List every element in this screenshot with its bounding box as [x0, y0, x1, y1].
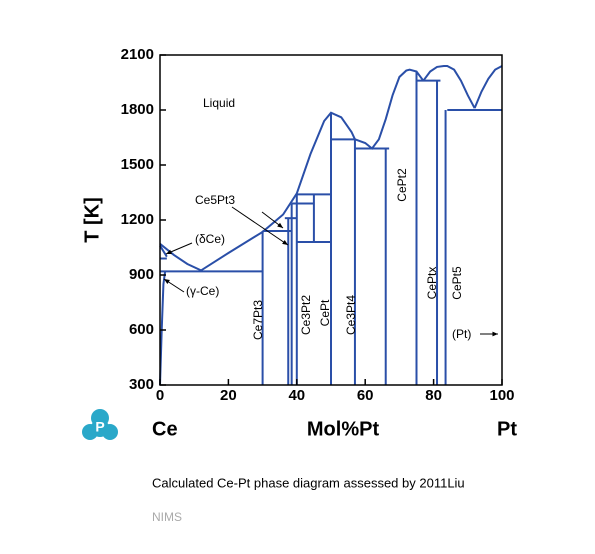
x-axis-label: Mol%Pt	[307, 418, 380, 440]
right-element: Pt	[497, 418, 517, 440]
y-tick-label: 1800	[121, 101, 154, 118]
arrow-head	[492, 331, 498, 337]
annotation: Ce7Pt3	[251, 300, 265, 340]
annotation: CePt5	[450, 266, 464, 300]
y-tick-label: 600	[129, 321, 154, 338]
annotation: Liquid	[203, 96, 235, 110]
annotation: (Pt)	[452, 327, 471, 341]
x-tick-label: 100	[489, 387, 514, 404]
phase-boundary	[473, 65, 503, 109]
phase-boundary	[159, 245, 168, 258]
left-element: Ce	[152, 418, 178, 440]
phase-boundary	[159, 111, 356, 272]
arrow	[231, 206, 289, 246]
x-tick-label: 20	[220, 387, 237, 404]
phase-boundary	[422, 65, 476, 109]
arrow-head	[164, 279, 170, 284]
logo: P	[82, 409, 118, 440]
y-axis-label: T [K]	[81, 197, 103, 243]
arrow-head	[166, 249, 172, 254]
x-tick-label: 0	[156, 387, 164, 404]
y-tick-label: 1200	[121, 211, 154, 228]
x-tick-label: 60	[357, 387, 374, 404]
svg-text:P: P	[95, 419, 104, 435]
caption: Calculated Ce-Pt phase diagram assessed …	[152, 475, 465, 490]
annotation: Ce3Pt4	[344, 295, 358, 335]
phase-boundary	[354, 68, 425, 150]
source: NIMS	[152, 510, 182, 524]
annotation: Ce5Pt3	[195, 193, 235, 207]
y-tick-label: 900	[129, 266, 154, 283]
annotation: CePt2	[395, 168, 409, 202]
annotation: (γ-Ce)	[186, 284, 219, 298]
phase-boundary	[159, 271, 167, 386]
x-tick-label: 80	[425, 387, 442, 404]
y-tick-label: 2100	[121, 46, 154, 63]
y-tick-label: 1500	[121, 156, 154, 173]
annotation: CePtx	[425, 267, 439, 300]
annotation: CePt	[318, 299, 332, 326]
annotation: Ce3Pt2	[299, 295, 313, 335]
annotation: (δCe)	[195, 232, 225, 246]
arrow-head	[282, 239, 288, 245]
x-tick-label: 40	[288, 387, 305, 404]
arrow-head	[277, 222, 283, 228]
y-tick-label: 300	[129, 376, 154, 393]
